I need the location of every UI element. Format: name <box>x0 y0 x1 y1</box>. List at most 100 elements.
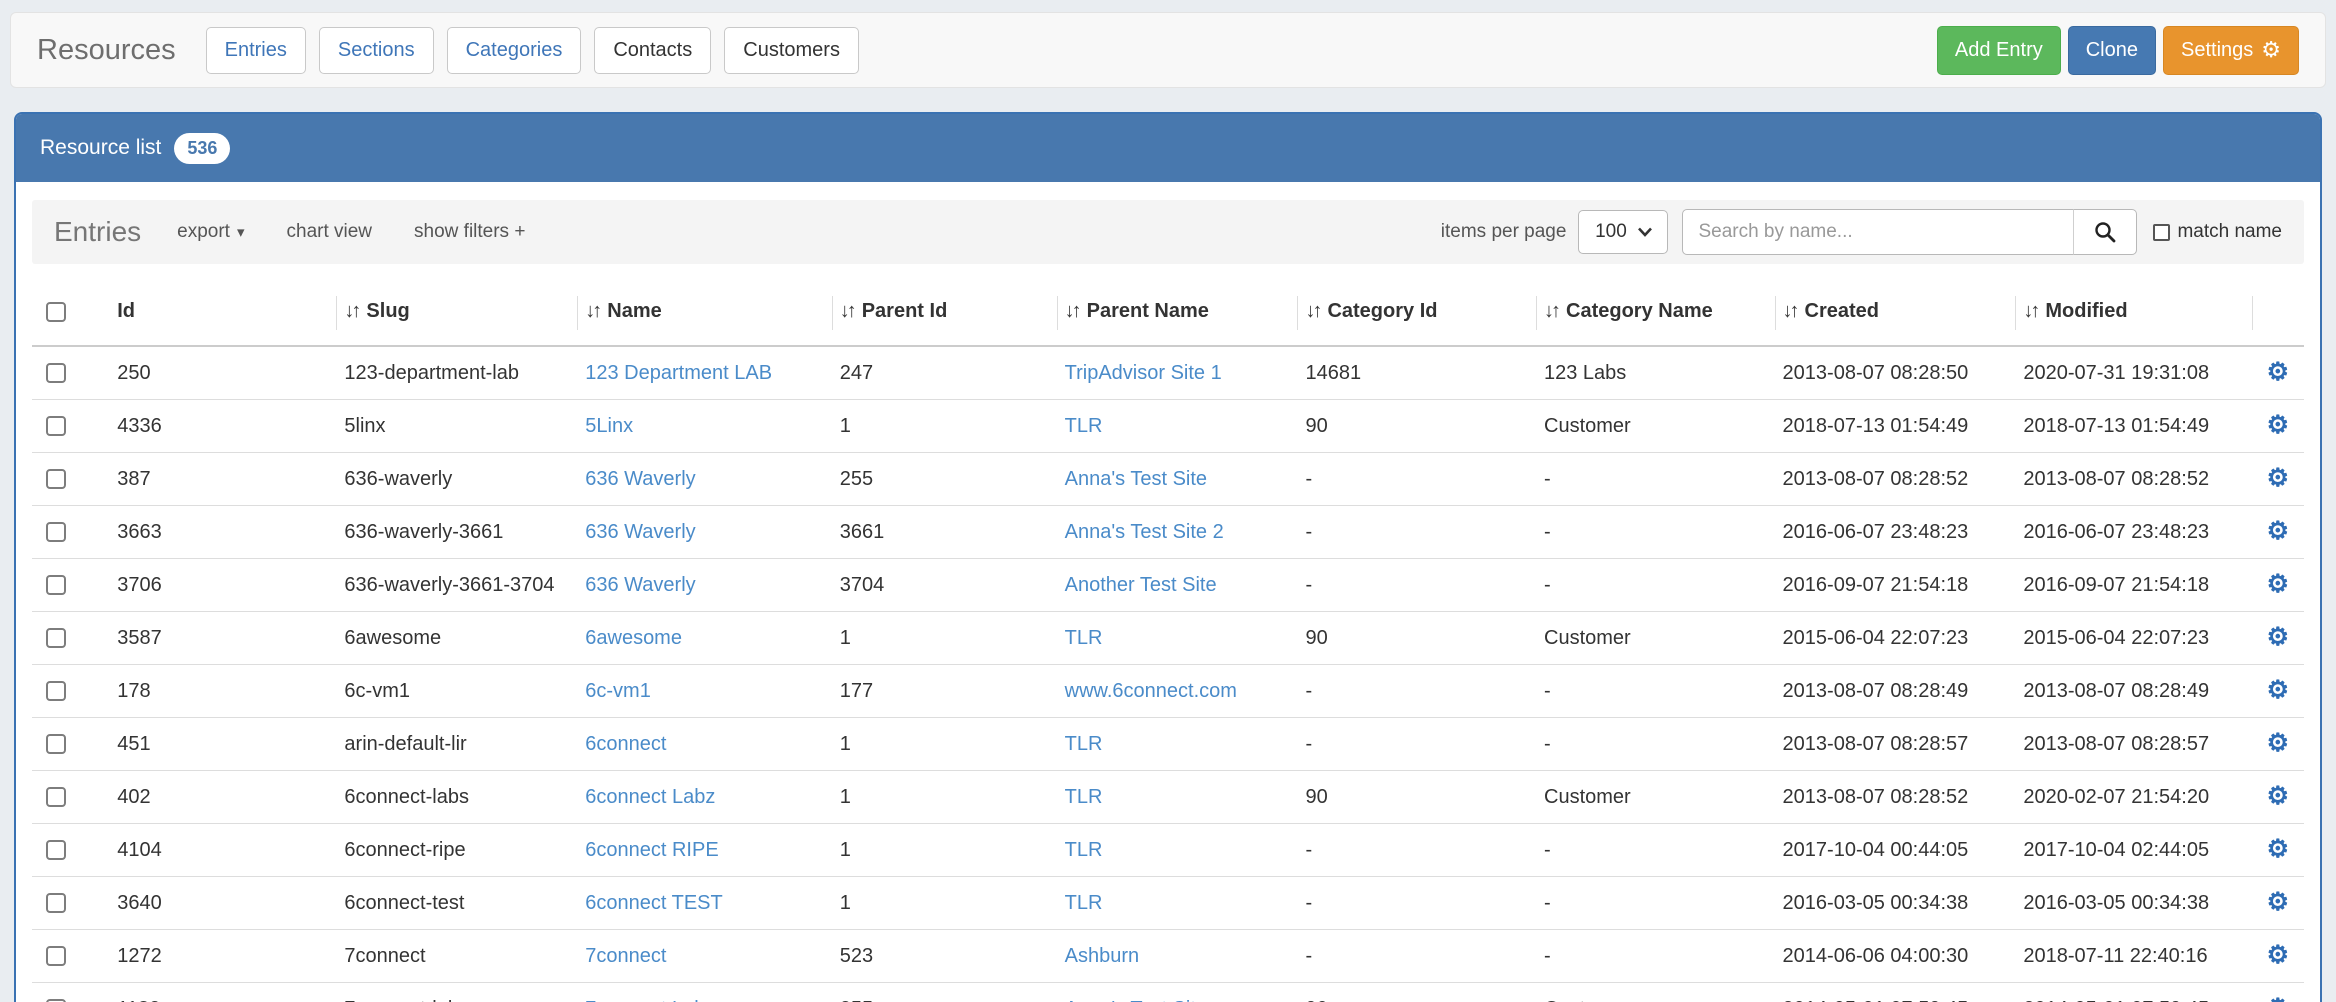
name-link[interactable]: 6connect TEST <box>585 891 723 914</box>
cell-name: 6connect RIPE <box>577 824 831 877</box>
match-name-checkbox[interactable] <box>2153 223 2171 241</box>
cell-id: 3587 <box>117 626 162 649</box>
parent-name-link[interactable]: Another Test Site <box>1064 573 1217 596</box>
tab-contacts[interactable]: Contacts <box>594 26 712 74</box>
row-checkbox[interactable] <box>46 416 66 437</box>
parent-name-link[interactable]: www.6connect.com <box>1064 679 1237 702</box>
name-link[interactable]: 6connect RIPE <box>585 838 719 861</box>
row-checkbox[interactable] <box>46 628 66 649</box>
parent-name-link[interactable]: TripAdvisor Site 1 <box>1064 361 1222 384</box>
panel-body: Entries export ▾ chart view show filters … <box>16 182 2320 1002</box>
row-checkbox[interactable] <box>46 575 66 596</box>
parent-name-link[interactable]: TLR <box>1064 732 1103 755</box>
name-link[interactable]: 5Linx <box>585 414 634 437</box>
name-link[interactable]: 7connect Labs <box>585 998 715 1002</box>
name-link[interactable]: 123 Department LAB <box>585 361 773 384</box>
cell-modified: 2013-08-07 08:28:52 <box>2023 467 2210 490</box>
parent-name-link[interactable]: Anna's Test Site <box>1064 467 1208 490</box>
row-settings-gear-icon[interactable]: ⚙ <box>2267 994 2289 1002</box>
header-parent-id[interactable]: ↓↑ Parent Id <box>831 284 1057 346</box>
tab-categories[interactable]: Categories <box>446 26 582 74</box>
row-checkbox-cell <box>32 346 109 400</box>
cell-name: 636 Waverly <box>577 506 831 559</box>
parent-name-link[interactable]: TLR <box>1064 414 1103 437</box>
row-checkbox[interactable] <box>46 787 66 808</box>
add-entry-button[interactable]: Add Entry <box>1936 25 2061 75</box>
row-settings-gear-icon[interactable]: ⚙ <box>2266 888 2290 916</box>
name-link[interactable]: 6connect <box>585 732 667 755</box>
cell-category-name: - <box>1544 520 1551 543</box>
cell-id: 387 <box>117 467 151 490</box>
header-modified[interactable]: ↓↑ Modified <box>2015 284 2251 346</box>
cell-slug: 7connect-labs <box>336 983 577 1002</box>
parent-name-link[interactable]: Ashburn <box>1064 944 1140 967</box>
row-settings-gear-icon[interactable]: ⚙ <box>2266 782 2290 810</box>
row-settings-gear-icon[interactable]: ⚙ <box>2266 941 2290 969</box>
cell-modified: 2018-07-13 01:54:49 <box>2023 414 2210 437</box>
parent-name-link[interactable]: TLR <box>1064 785 1103 808</box>
select-all-checkbox[interactable] <box>46 301 66 322</box>
header-slug[interactable]: ↓↑ Slug <box>336 284 577 346</box>
cell-parent-name: TLR <box>1057 400 1298 453</box>
header-category-name[interactable]: ↓↑ Category Name <box>1536 284 1775 346</box>
cell-parent-name: TLR <box>1057 877 1298 930</box>
parent-name-link[interactable]: Anna's Test Site 2 <box>1064 520 1224 543</box>
sort-icon: ↓↑ <box>2023 300 2040 322</box>
tab-customers[interactable]: Customers <box>724 26 859 74</box>
items-per-page-select[interactable]: 100 <box>1578 210 1669 254</box>
parent-name-link[interactable]: Anna's Test Site <box>1065 998 1207 1002</box>
row-settings-gear-icon[interactable]: ⚙ <box>2266 517 2290 545</box>
name-link[interactable]: 6awesome <box>585 626 682 649</box>
row-checkbox[interactable] <box>46 734 66 755</box>
row-settings-gear-icon[interactable]: ⚙ <box>2266 729 2290 757</box>
row-checkbox[interactable] <box>46 363 66 384</box>
tab-sections[interactable]: Sections <box>318 26 434 74</box>
search-button[interactable] <box>2073 209 2138 255</box>
clone-button[interactable]: Clone <box>2067 25 2156 75</box>
header-category-id[interactable]: ↓↑ Category Id <box>1297 284 1536 346</box>
row-checkbox[interactable] <box>46 522 66 543</box>
header-name[interactable]: ↓↑ Name <box>577 284 831 346</box>
parent-name-link[interactable]: TLR <box>1064 838 1103 861</box>
cell-name: 6connect TEST <box>577 877 831 930</box>
row-settings-gear-icon[interactable]: ⚙ <box>2266 411 2290 439</box>
row-actions-cell: ⚙ <box>2252 453 2304 506</box>
header-created[interactable]: ↓↑ Created <box>1774 284 2016 346</box>
export-dropdown[interactable]: export ▾ <box>177 221 244 243</box>
row-checkbox[interactable] <box>46 681 66 702</box>
row-settings-gear-icon[interactable]: ⚙ <box>2266 676 2290 704</box>
row-settings-gear-icon[interactable]: ⚙ <box>2266 570 2290 598</box>
name-link[interactable]: 7connect <box>585 944 667 967</box>
row-checkbox[interactable] <box>46 840 66 861</box>
header-parent-name[interactable]: ↓↑ Parent Name <box>1056 284 1298 346</box>
settings-button[interactable]: Settings ⚙ <box>2163 25 2299 75</box>
row-settings-gear-icon[interactable]: ⚙ <box>2266 358 2290 386</box>
add-entry-label: Add Entry <box>1954 38 2043 61</box>
row-checkbox[interactable] <box>46 469 66 490</box>
row-checkbox[interactable] <box>46 999 66 1002</box>
header-category-id-label: Category Id <box>1327 300 1438 322</box>
name-link[interactable]: 636 Waverly <box>585 573 696 596</box>
row-checkbox[interactable] <box>46 893 66 914</box>
parent-name-link[interactable]: TLR <box>1064 891 1103 914</box>
tab-entries[interactable]: Entries <box>205 26 306 74</box>
row-actions-cell: ⚙ <box>2252 506 2304 559</box>
name-link[interactable]: 6c-vm1 <box>585 679 651 702</box>
show-filters-link[interactable]: show filters + <box>414 221 526 242</box>
parent-name-link[interactable]: TLR <box>1064 626 1103 649</box>
chart-view-link[interactable]: chart view <box>286 221 373 242</box>
cell-category-name: - <box>1544 679 1551 702</box>
name-link[interactable]: 6connect Labz <box>585 785 716 808</box>
cell-created: 2013-08-07 08:28:52 <box>1782 785 1969 808</box>
row-settings-gear-icon[interactable]: ⚙ <box>2266 623 2290 651</box>
cell-parent-name: Ashburn <box>1057 930 1298 983</box>
header-modified-label: Modified <box>2045 300 2128 322</box>
cell-modified: 2018-07-11 22:40:16 <box>2023 944 2208 967</box>
name-link[interactable]: 636 Waverly <box>585 520 696 543</box>
row-checkbox[interactable] <box>46 946 66 967</box>
cell-category-id: - <box>1305 944 1313 967</box>
name-link[interactable]: 636 Waverly <box>585 467 696 490</box>
row-settings-gear-icon[interactable]: ⚙ <box>2266 464 2290 492</box>
row-settings-gear-icon[interactable]: ⚙ <box>2266 835 2290 863</box>
search-input[interactable] <box>1682 209 2075 255</box>
